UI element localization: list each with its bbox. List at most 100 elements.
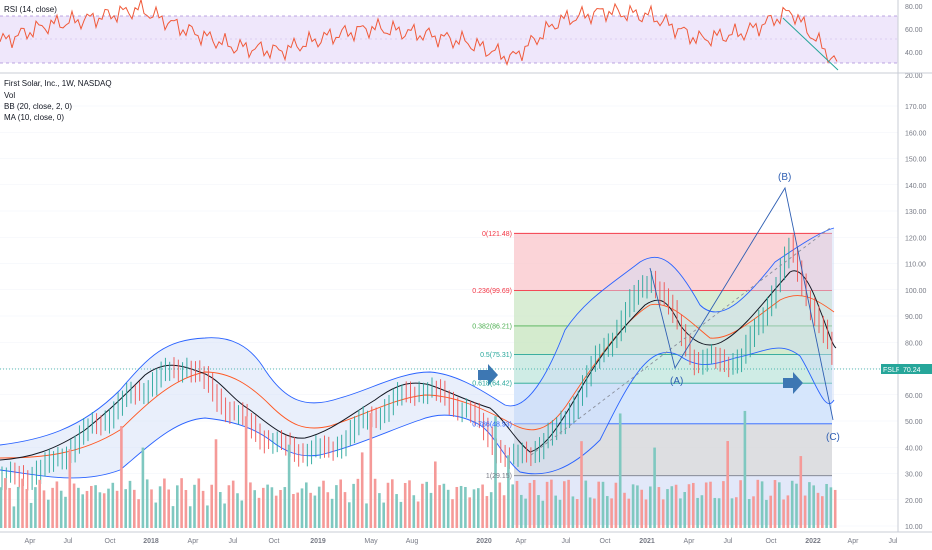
volume-bar [515,480,519,528]
volume-bar [193,484,196,528]
volume-bar [21,478,24,528]
indicator-bb: BB (20, close, 2, 0) [4,102,72,111]
time-axis-label: Jul [64,538,73,545]
volume-bar [408,480,411,528]
volume-bar [416,501,420,528]
price-y-tick: 40.00 [905,445,923,452]
volume-bar [98,492,102,528]
volume-bar [713,497,717,528]
volume-bar [356,478,360,528]
time-axis-label: Apr [848,538,860,545]
indicator-vol: Vol [4,91,15,100]
volume-bar [700,495,704,528]
volume-bar [446,489,450,528]
volume-bar [558,499,562,528]
price-y-axis[interactable]: 170.00 160.00 150.00 140.00 130.00 120.00 110.… [905,104,927,531]
volume-bar [537,495,540,528]
volume-bar [597,481,600,528]
price-y-tick: 130.00 [905,209,927,216]
volume-bar [300,488,304,528]
volume-bar [4,478,7,528]
volume-bar [743,410,747,528]
volume-bar [244,416,248,528]
volume-bar [343,492,347,528]
volume-bar [434,461,437,528]
volume-bar [455,486,459,528]
fib-level-label: 0.382(86.21) [472,323,512,330]
volume-bar [360,452,364,528]
right-arrow-icon [783,372,803,394]
volume-bar [739,480,742,528]
time-axis[interactable]: Apr Jul Oct 2018 Apr Jul Oct 2019 May Aug 2020 Apr J… [25,538,898,545]
volume-bar [670,486,674,528]
volume-bar [717,498,721,528]
volume-bar [64,496,67,528]
fib-zone-5 [514,424,832,475]
volume-bar [214,439,218,528]
volume-bar [296,492,299,528]
volume-bar [545,481,549,528]
volume-bar [584,480,588,528]
volume-bar [8,487,11,528]
volume-bar [580,441,583,528]
volume-bar [313,495,317,528]
volume-bar [197,478,201,528]
time-axis-label: Apr [684,538,696,545]
volume-bar [16,486,20,528]
rsi-band [0,16,898,63]
volume-bar [25,489,29,528]
volume-bar [133,489,136,528]
volume-bar [0,487,3,528]
volume-bar [378,493,381,528]
volume-bars [0,410,837,528]
bb-upper [0,227,835,446]
volume-bar [240,500,244,528]
time-axis-label: Jul [889,538,898,545]
volume-bar [709,481,712,528]
volume-bar [339,479,342,528]
volume-bar [395,494,398,528]
volume-bar [326,492,330,528]
time-axis-label: Jul [724,538,733,545]
volume-bar [459,485,463,528]
rsi-y-tick: 80.00 [905,4,923,11]
volume-bar [421,483,424,528]
volume-bar [769,495,772,528]
volume-bar [808,482,811,528]
time-axis-label: 2020 [476,538,492,545]
volume-bar [649,486,652,528]
price-y-tick: 140.00 [905,183,927,190]
rsi-y-tick: 60.00 [905,27,923,34]
price-badge-value: 70.24 [903,367,921,374]
volume-bar [352,483,355,528]
volume-bar [636,485,639,528]
volume-bar [227,485,231,528]
rsi-y-tick: 40.00 [905,50,923,57]
volume-bar [34,487,37,528]
volume-bar [287,444,291,528]
volume-bar [274,495,278,528]
fib-level-label: 0.236(99.69) [472,288,512,295]
volume-bar [507,455,510,528]
volume-bar [141,447,145,528]
chart-title: First Solar, Inc., 1W, NASDAQ [4,79,112,88]
price-badge: FSLR 70.24 [881,364,932,374]
bb-lower [0,347,835,479]
volume-bar [391,479,394,528]
volume-bar [180,478,183,528]
volume-bar [451,499,454,528]
volume-bar [257,497,261,528]
volume-bar [532,480,536,528]
time-axis-label: Jul [229,538,238,545]
volume-bar [661,499,665,528]
volume-bar [778,482,781,528]
volume-bar [386,482,390,528]
volume-bar [373,478,377,528]
volume-bar [81,494,84,528]
wave-label-b: (B) [778,172,791,183]
volume-bar [90,485,93,528]
volume-bar [249,482,252,528]
volume-bar [760,481,764,528]
abc-wave-path [649,186,834,421]
